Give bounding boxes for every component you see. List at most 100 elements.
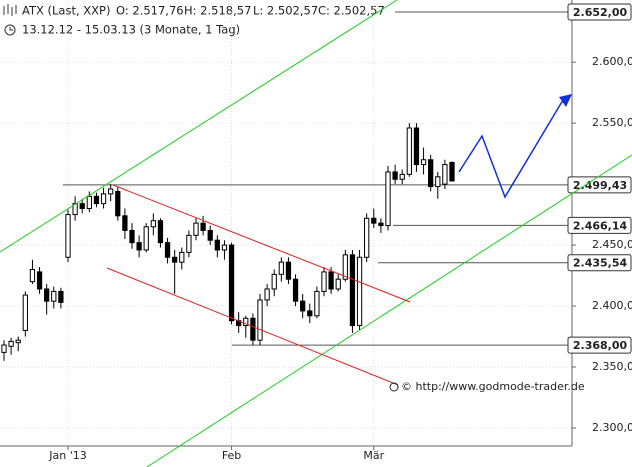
- candle-body: [193, 222, 199, 236]
- candle-body: [406, 127, 412, 175]
- level-box: [567, 3, 632, 21]
- candle-body: [157, 220, 164, 244]
- green-channel-lower: [146, 154, 632, 467]
- candle-body: [65, 214, 71, 258]
- candle-body: [58, 290, 64, 303]
- candle-body: [314, 290, 320, 317]
- candle-body: [292, 278, 299, 302]
- y-tick-label: 2.300,00: [592, 421, 632, 434]
- candle-body: [228, 244, 235, 322]
- candle-body: [413, 127, 420, 166]
- candle-body: [129, 229, 135, 244]
- green-channel-upper: [0, 0, 398, 253]
- candle-body: [179, 251, 185, 263]
- candle-body: [86, 195, 92, 210]
- candle-body: [285, 261, 292, 280]
- candle-body: [342, 254, 348, 280]
- date-range: 13.12.12 - 15.03.13 (3 Monate, 1 Tag): [22, 23, 240, 37]
- candle-body: [214, 239, 220, 251]
- level-label: 2.435,54: [573, 257, 628, 270]
- candle-body: [271, 273, 277, 290]
- candle-body: [36, 271, 43, 290]
- candle-body: [29, 268, 36, 283]
- candle-body: [321, 271, 327, 292]
- projection: [458, 99, 564, 199]
- red-channel-upper: [112, 184, 411, 303]
- y-tick-label: 2.350,00: [592, 360, 632, 373]
- candle-body: [186, 234, 192, 253]
- candle-body: [108, 188, 114, 195]
- ohlc-high: H: 2.518,57: [184, 4, 251, 18]
- candle-body: [15, 339, 21, 344]
- logo: [3, 4, 17, 16]
- ohlc-open: O: 2.517,76: [116, 4, 184, 18]
- candle-body: [100, 193, 107, 205]
- candle-body: [257, 299, 263, 341]
- candle-body: [93, 195, 100, 205]
- candle-body: [79, 203, 85, 210]
- candle-body: [172, 256, 178, 263]
- candle-body: [250, 317, 256, 341]
- candle-body: [371, 217, 377, 224]
- candle-body: [392, 171, 398, 180]
- x-tick-label: Jan '13: [48, 449, 86, 462]
- candle-body: [221, 244, 228, 251]
- candle-body: [278, 261, 284, 275]
- red-channel-lower: [106, 267, 399, 386]
- candle-body: [364, 217, 370, 258]
- level-label: 2.466,14: [573, 219, 628, 232]
- candle-body: [200, 222, 206, 231]
- projection-arrow: [559, 94, 572, 107]
- level-label: 2.499,43: [573, 179, 627, 192]
- candle-body: [164, 242, 171, 258]
- candle-body: [356, 256, 363, 327]
- candle-body: [8, 340, 14, 347]
- candle-body: [44, 288, 50, 302]
- candle-body: [349, 254, 356, 327]
- level-box: [567, 176, 632, 194]
- instrument: ATX (Last, XXP): [22, 4, 110, 18]
- candle-body: [22, 294, 28, 331]
- level-box: [567, 216, 632, 234]
- candle-body: [51, 290, 57, 302]
- y-tick-label: 2.450,00: [592, 238, 632, 251]
- watermark: © http://www.godmode-trader.de: [401, 380, 585, 393]
- candle-body: [442, 164, 448, 185]
- clock-hands: [9, 27, 13, 31]
- candle-body: [115, 190, 121, 217]
- level-label: 2.368,00: [573, 339, 628, 352]
- candle-body: [307, 310, 313, 317]
- candle-body: [136, 242, 142, 251]
- watermark-icon: [389, 382, 399, 392]
- candle-body: [72, 203, 78, 216]
- candle-body: [1, 344, 7, 353]
- y-tick-label: 2.550,00: [592, 116, 632, 129]
- header: ATX (Last, XXP) O: 2.517,76 H: 2.518,57 …: [3, 4, 385, 37]
- candle-body: [328, 271, 334, 290]
- candle-body: [122, 215, 128, 231]
- x-tick-label: Feb: [222, 449, 241, 462]
- candle-body: [264, 288, 270, 301]
- candle-body: [435, 176, 441, 188]
- candle-body: [399, 173, 405, 180]
- ohlc-low: L: 2.502,57: [253, 4, 318, 18]
- candle-body: [449, 161, 455, 182]
- candle-body: [143, 226, 149, 251]
- candle-body: [385, 171, 391, 227]
- candle-body: [335, 278, 341, 290]
- candle-body: [428, 159, 434, 188]
- candle-body: [243, 317, 249, 327]
- y-tick-label: 2.600,00: [592, 55, 632, 68]
- clock-icon: [4, 24, 16, 36]
- candle-body: [378, 222, 384, 227]
- y-tick-label: 2.400,00: [592, 299, 632, 312]
- x-tick-label: Mär: [363, 449, 384, 462]
- candle-body: [150, 220, 156, 228]
- level-box: [567, 254, 632, 272]
- level-label: 2.652,00: [573, 6, 628, 19]
- candle-body: [207, 229, 213, 241]
- candle-body: [420, 159, 427, 166]
